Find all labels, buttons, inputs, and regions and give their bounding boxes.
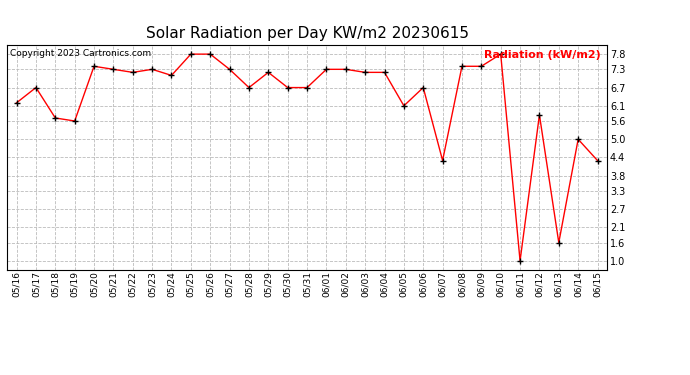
- Title: Solar Radiation per Day KW/m2 20230615: Solar Radiation per Day KW/m2 20230615: [146, 26, 469, 41]
- Text: Copyright 2023 Cartronics.com: Copyright 2023 Cartronics.com: [10, 50, 151, 58]
- Text: Radiation (kW/m2): Radiation (kW/m2): [484, 50, 601, 60]
